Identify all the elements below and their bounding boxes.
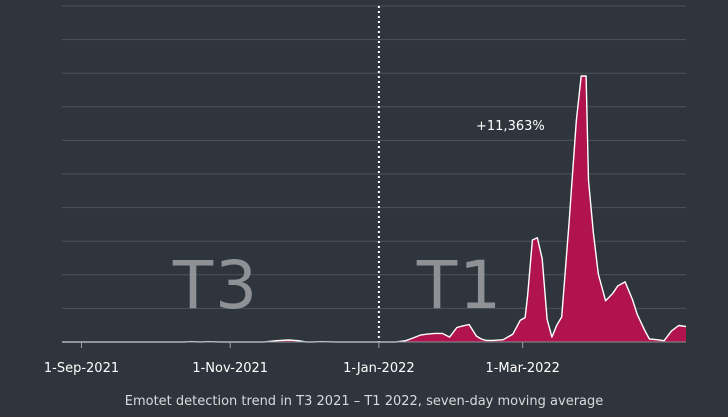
- detection-area: [62, 76, 686, 342]
- peak-annotation: +11,363%: [476, 119, 545, 134]
- x-axis-tick-labels: 1-Sep-2021 1-Nov-2021 1-Jan-2022 1-Mar-2…: [44, 361, 560, 376]
- x-tick-label: 1-Jan-2022: [343, 361, 415, 376]
- x-axis-ticks: [81, 342, 524, 348]
- period-label-t1: T1: [416, 247, 503, 324]
- series-layer: [62, 75, 687, 343]
- x-tick-label: 1-Mar-2022: [485, 361, 559, 376]
- x-tick-label: 1-Sep-2021: [44, 361, 119, 376]
- grid-lines: [62, 5, 686, 309]
- period-label-t3: T3: [172, 247, 259, 324]
- chart-caption: Emotet detection trend in T3 2021 – T1 2…: [125, 394, 604, 409]
- x-tick-label: 1-Nov-2021: [192, 361, 268, 376]
